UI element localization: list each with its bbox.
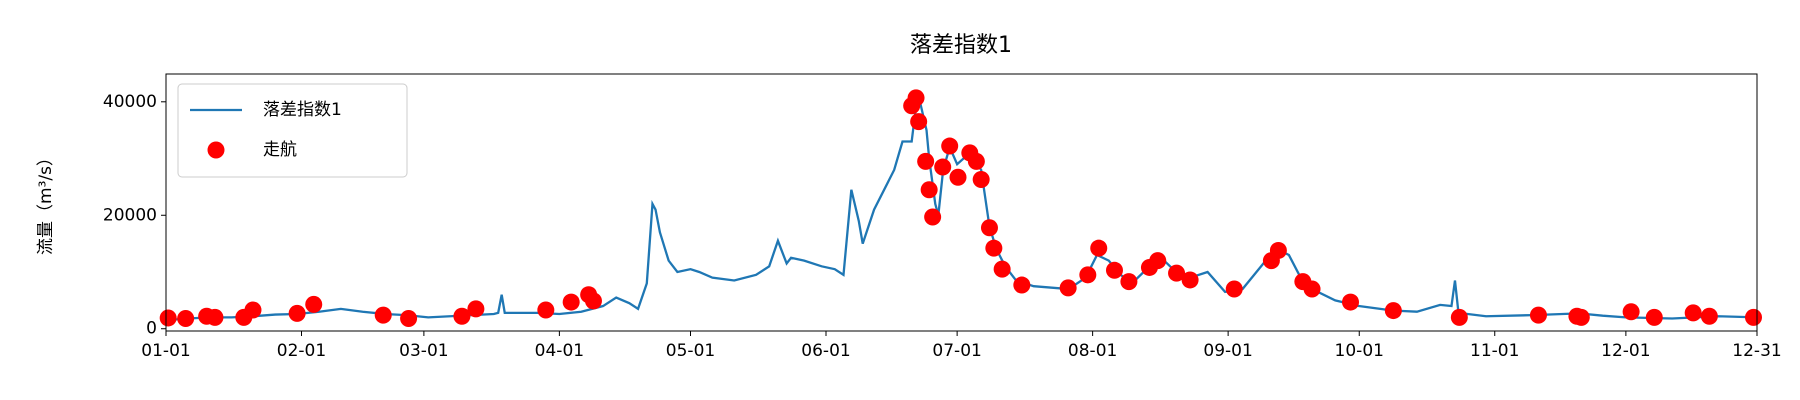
scatter-point xyxy=(949,168,967,186)
scatter-point xyxy=(1450,308,1468,326)
scatter-point xyxy=(1181,271,1199,289)
scatter-point xyxy=(584,292,602,310)
scatter-point xyxy=(985,239,1003,257)
scatter-point xyxy=(1645,308,1663,326)
scatter-point xyxy=(941,137,959,155)
scatter-point xyxy=(1700,307,1718,325)
scatter-point xyxy=(993,260,1011,278)
x-tick-label: 10-01 xyxy=(1335,341,1384,361)
scatter-point xyxy=(537,301,555,319)
scatter-point xyxy=(159,309,177,327)
scatter-point xyxy=(562,293,580,311)
x-tick-label: 04-01 xyxy=(535,341,584,361)
scatter-point xyxy=(177,310,195,328)
scatter-point xyxy=(1269,241,1287,259)
scatter-point xyxy=(1745,308,1763,326)
plot-frame xyxy=(165,73,1758,332)
scatter-point xyxy=(467,300,485,318)
scatter-point xyxy=(288,304,306,322)
x-tick-label: 11-01 xyxy=(1470,341,1519,361)
x-tick-label: 06-01 xyxy=(801,341,850,361)
x-tick-label: 09-01 xyxy=(1203,341,1252,361)
y-axis-label: 流量（m³/s） xyxy=(36,149,56,255)
scatter-point xyxy=(1090,239,1108,257)
x-tick-label: 07-01 xyxy=(932,341,981,361)
x-tick-label: 03-01 xyxy=(399,341,448,361)
scatter-point xyxy=(907,89,925,107)
scatter-point xyxy=(980,219,998,237)
y-tick-label: 40000 xyxy=(103,92,157,112)
scatter-point xyxy=(1572,308,1590,326)
scatter-point xyxy=(1529,306,1547,324)
scatter-point xyxy=(305,295,323,313)
scatter-point xyxy=(1168,264,1186,282)
legend-marker xyxy=(207,141,225,159)
x-tick-label: 12-31 xyxy=(1732,341,1781,361)
scatter-point xyxy=(1225,280,1243,298)
scatter-point xyxy=(924,208,942,226)
scatter-point xyxy=(244,301,262,319)
scatter-point xyxy=(1303,280,1321,298)
scatter-point xyxy=(934,158,952,176)
scatter-point xyxy=(1120,273,1138,291)
scatter-point xyxy=(1342,293,1360,311)
scatter-point xyxy=(1684,304,1702,322)
legend-label: 走航 xyxy=(263,140,297,160)
scatter-point xyxy=(1079,266,1097,284)
y-tick-label: 20000 xyxy=(103,205,157,225)
scatter-point xyxy=(400,310,418,328)
x-tick-label: 02-01 xyxy=(277,341,326,361)
scatter-point xyxy=(206,308,224,326)
scatter-point xyxy=(1622,303,1640,321)
scatter-point xyxy=(967,152,985,170)
scatter-point xyxy=(374,306,392,324)
legend-label: 落差指数1 xyxy=(263,100,342,120)
scatter-point xyxy=(453,307,471,325)
scatter-point xyxy=(1105,261,1123,279)
chart-title: 落差指数1 xyxy=(910,33,1012,58)
scatter-point xyxy=(1149,252,1167,270)
x-tick-label: 08-01 xyxy=(1068,341,1117,361)
x-tick-label: 05-01 xyxy=(666,341,715,361)
legend-box xyxy=(177,83,408,178)
scatter-point xyxy=(1384,302,1402,320)
scatter-point xyxy=(920,181,938,199)
scatter-point xyxy=(972,171,990,189)
scatter-point xyxy=(910,113,928,131)
x-tick-label: 12-01 xyxy=(1601,341,1650,361)
scatter-point xyxy=(917,152,935,170)
scatter-point xyxy=(1059,279,1077,297)
y-tick-label: 0 xyxy=(146,319,157,339)
scatter-point xyxy=(1013,276,1031,294)
x-tick-label: 01-01 xyxy=(141,341,190,361)
